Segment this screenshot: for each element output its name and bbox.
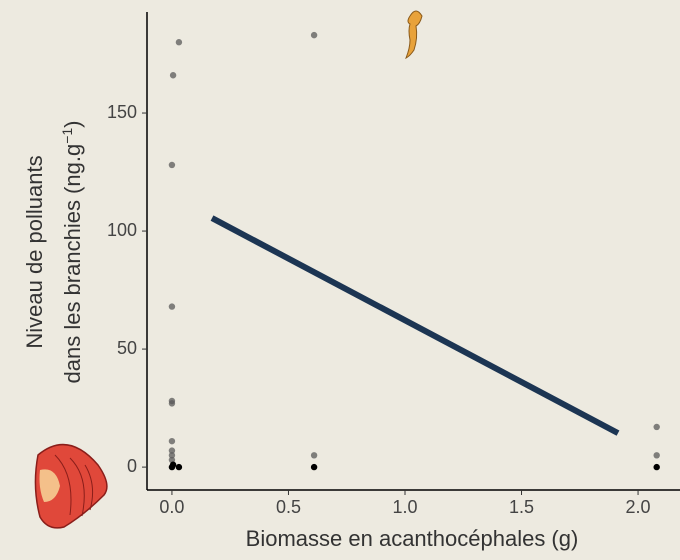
point [653, 452, 660, 459]
point [310, 463, 318, 471]
point [653, 463, 660, 471]
y-tick-label: 100 [107, 220, 137, 240]
y-tick-label: 0 [127, 456, 137, 476]
point [175, 463, 183, 471]
y-axis-label-part: dans les branchies (ng.g [60, 144, 85, 384]
y-tick-label: 150 [107, 102, 137, 122]
x-tick-label: 1.0 [392, 497, 417, 517]
point [175, 39, 183, 46]
point [168, 437, 176, 445]
x-tick-label: 2.0 [626, 497, 651, 517]
y-axis-label-superscript: −1 [59, 128, 75, 144]
y-tick-label: 50 [117, 338, 137, 358]
point [168, 452, 176, 459]
point [310, 452, 318, 459]
point [169, 72, 177, 79]
x-tick-label: 0.0 [159, 497, 184, 517]
y-axis-label: Niveau de polluants [22, 155, 47, 348]
point [168, 303, 176, 310]
x-tick-label: 0.5 [276, 497, 301, 517]
point [168, 161, 176, 169]
point [168, 400, 176, 407]
point [168, 447, 176, 454]
point [653, 423, 660, 431]
shell-icon [34, 443, 108, 529]
fit-line [210, 215, 620, 436]
x-axis-label: Biomasse en acanthocéphales (g) [246, 526, 579, 551]
worm-icon [405, 10, 423, 60]
point [310, 31, 318, 39]
y-axis-label-part: ) [60, 121, 85, 128]
point [169, 461, 177, 468]
y-axis-label: dans les branchies (ng.g−1) [59, 121, 85, 384]
x-tick-label: 1.5 [509, 497, 534, 517]
